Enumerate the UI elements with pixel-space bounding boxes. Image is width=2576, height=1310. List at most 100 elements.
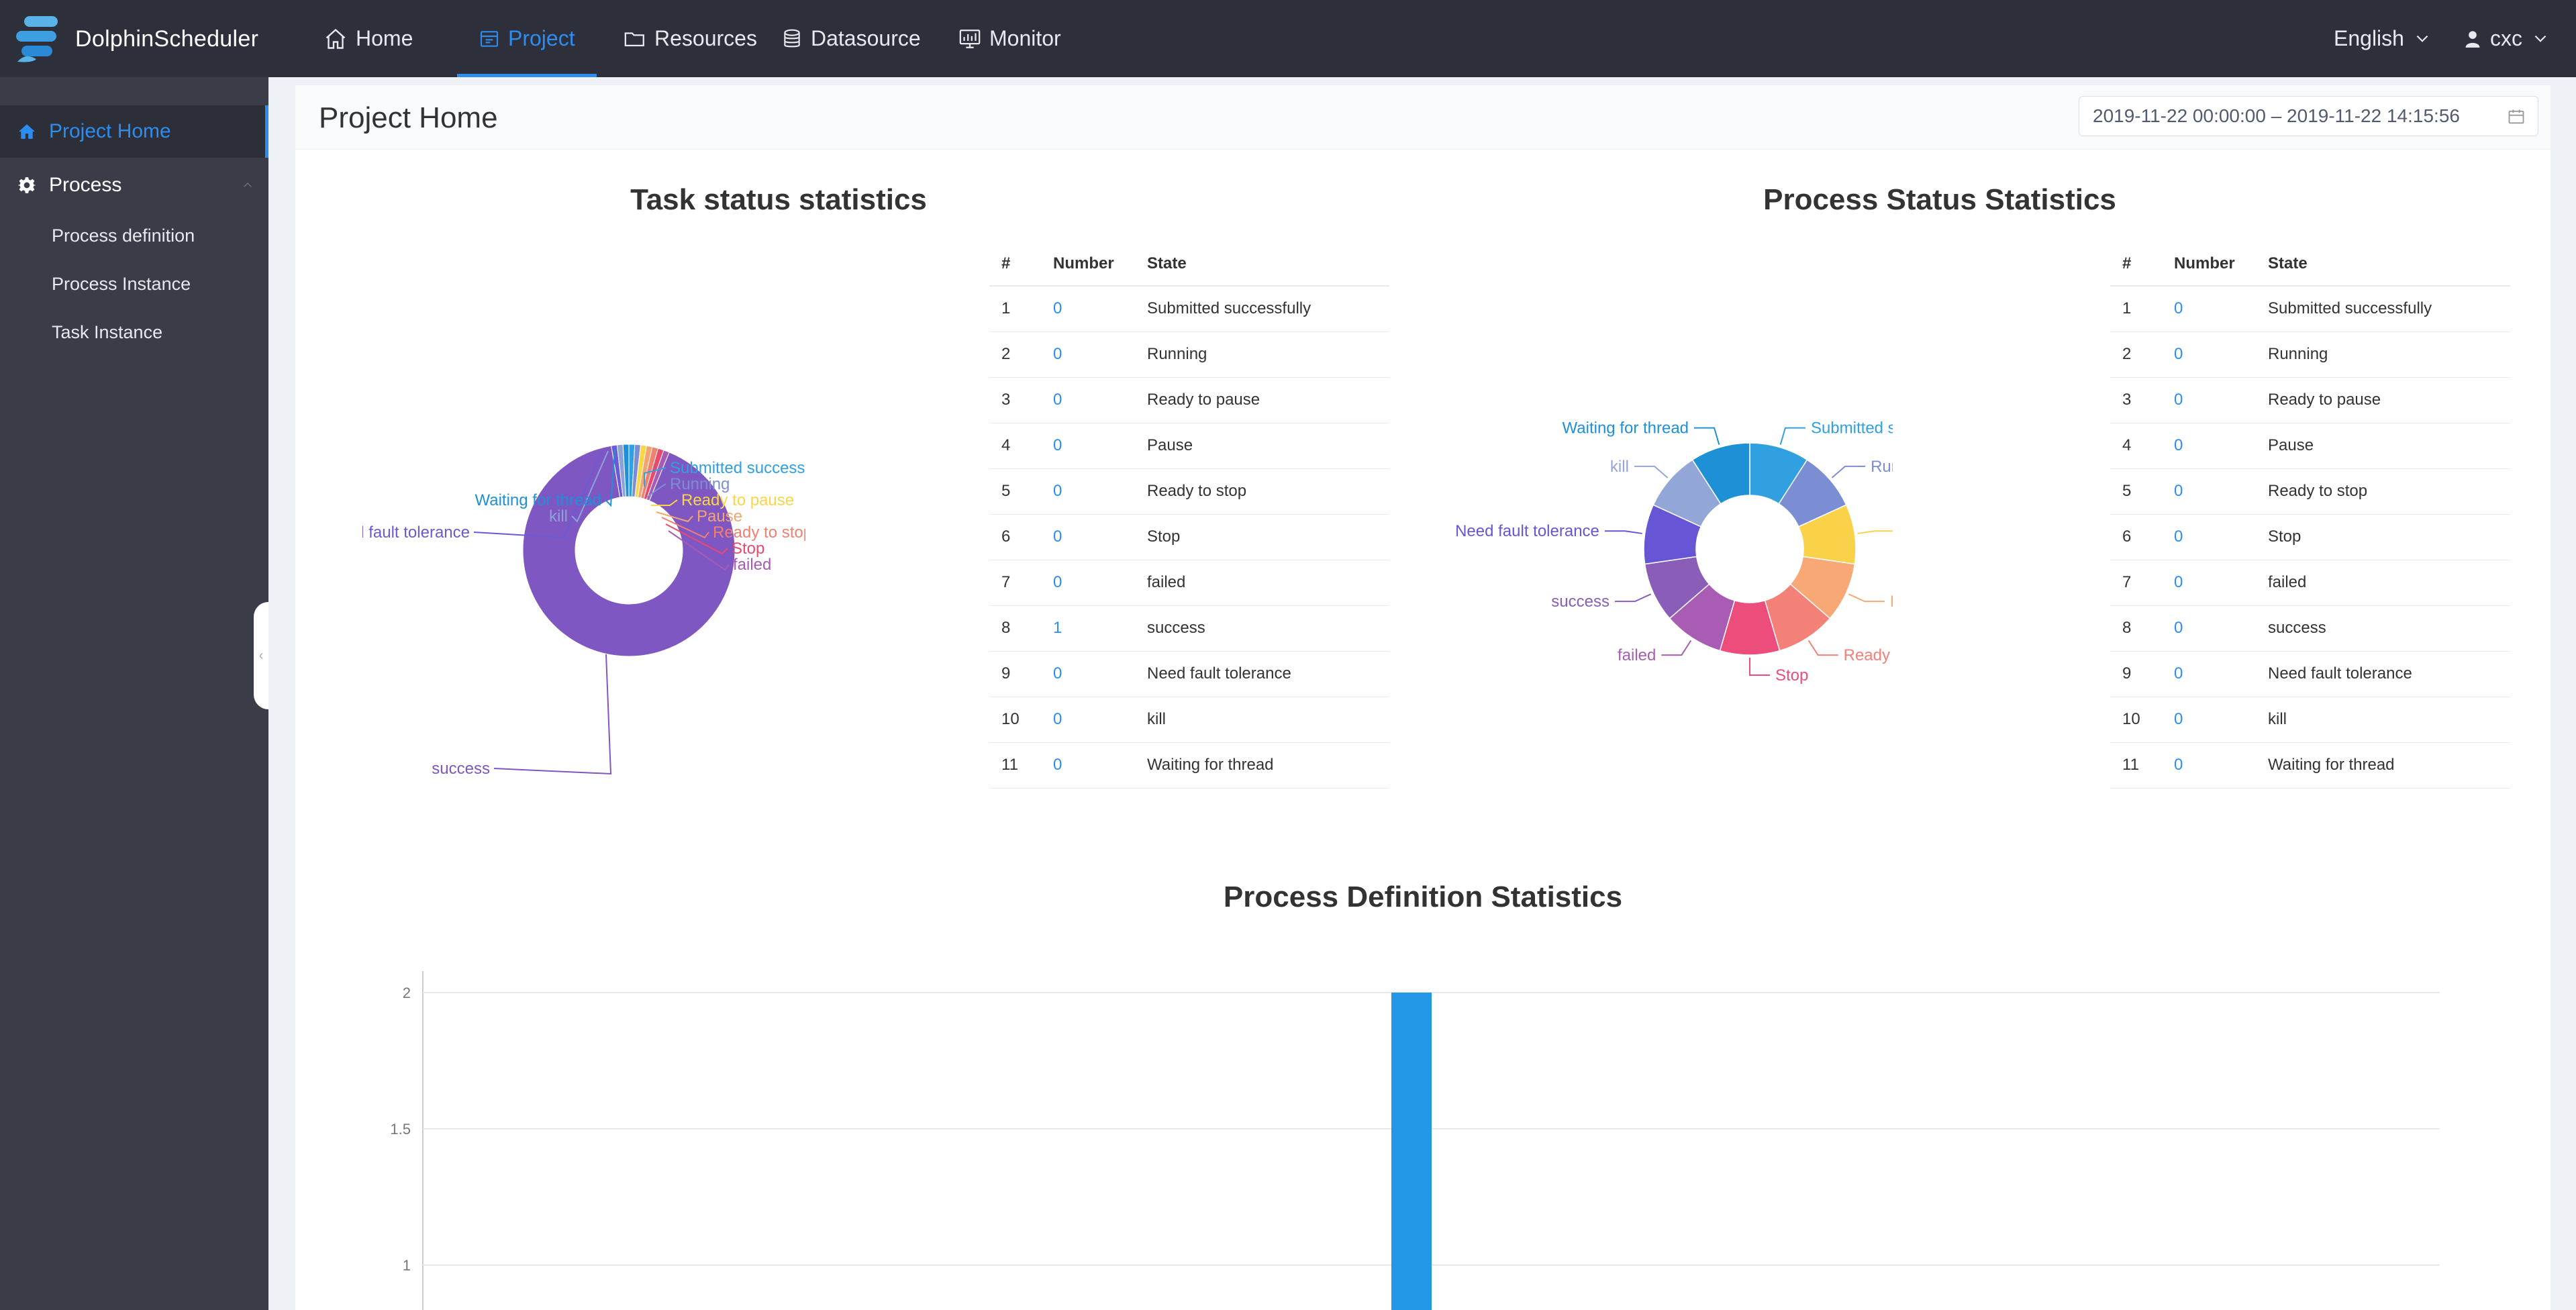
home-icon	[17, 121, 37, 142]
row-index: 1	[989, 286, 1053, 332]
row-number-link[interactable]: 0	[1053, 560, 1147, 606]
pie-leader-running	[1831, 465, 1866, 478]
row-index: 4	[2110, 423, 2174, 469]
date-range-picker[interactable]: 2019-11-22 00:00:00 – 2019-11-22 14:15:5…	[2079, 96, 2538, 136]
row-state: Ready to stop	[2268, 468, 2510, 515]
user-name: cxc	[2490, 26, 2522, 50]
nav-datasource[interactable]: Datasource	[781, 0, 921, 77]
row-index: 9	[989, 651, 1053, 697]
row-number-link[interactable]: 0	[1053, 286, 1147, 332]
sidebar-item-process-definition[interactable]: Process definition	[0, 211, 268, 260]
row-number-link[interactable]: 0	[2174, 468, 2268, 515]
row-index: 8	[989, 605, 1053, 652]
row-state: Waiting for thread	[1147, 742, 1389, 789]
row-number-link[interactable]: 0	[1053, 377, 1147, 423]
dolphin-logo-icon	[16, 16, 58, 62]
logo[interactable]: DolphinScheduler	[12, 12, 258, 66]
pie-label-failed: failed	[1618, 646, 1656, 664]
monitor-icon	[959, 29, 981, 48]
col-number: Number	[1053, 242, 1147, 287]
sidebar-collapse-handle[interactable]: ‹	[254, 602, 268, 709]
pie-leader-stop	[665, 523, 728, 555]
row-number-link[interactable]: 0	[2174, 697, 2268, 743]
row-index: 6	[2110, 514, 2174, 560]
sidebar-item-label: Process	[49, 174, 122, 196]
nav-project-label: Project	[508, 26, 575, 50]
nav-home[interactable]: Home	[324, 0, 413, 77]
table-row: 9 0 Need fault tolerance	[2110, 651, 2510, 697]
row-number-link[interactable]: 0	[2174, 377, 2268, 423]
row-number-link[interactable]: 0	[2174, 742, 2268, 789]
nav-resources[interactable]: Resources	[624, 0, 757, 77]
sidebar-item-process-instance[interactable]: Process Instance	[0, 260, 268, 308]
pie-label-need-fault-tolerance: Need fault tolerance	[362, 523, 470, 542]
row-number-link[interactable]: 0	[2174, 651, 2268, 697]
row-index: 11	[2110, 742, 2174, 789]
col-state: State	[2268, 242, 2510, 287]
pie-slice-waiting-for-thread[interactable]	[1691, 442, 1750, 505]
pie-leader-stop	[1749, 658, 1770, 676]
row-number-link[interactable]: 0	[1053, 423, 1147, 469]
chevron-up-icon	[244, 182, 252, 187]
nav-monitor[interactable]: Monitor	[958, 0, 1061, 77]
pie-leader-pause	[1848, 593, 1885, 603]
row-number-link[interactable]: 0	[2174, 560, 2268, 606]
row-number-link[interactable]: 0	[1053, 514, 1147, 560]
pie-slice-success[interactable]	[522, 445, 736, 657]
table-row: 1 0 Submitted successfully	[989, 286, 1389, 332]
table-row: 10 0 kill	[2110, 697, 2510, 743]
pie-leader-waiting-for-thread	[1694, 427, 1720, 445]
process-status-title: Process Status Statistics	[1763, 183, 2116, 216]
process-status-rows: 1 0 Submitted successfully 2 0 Running 3 0 Ready…	[2110, 286, 2510, 789]
row-index: 9	[2110, 651, 2174, 697]
table-row: 3 0 Ready to pause	[989, 377, 1389, 423]
pie-label-need-fault-tolerance: Need fault tolerance	[1455, 522, 1599, 540]
y-tick-label: 1.5	[390, 1121, 411, 1138]
pie-leader-kill	[571, 450, 609, 523]
table-row: 5 0 Ready to stop	[2110, 468, 2510, 515]
row-number-link[interactable]: 0	[2174, 514, 2268, 560]
sidebar-item-task-instance[interactable]: Task Instance	[0, 308, 268, 356]
page-header: Project Home 2019-11-22 00:00:00 – 2019-…	[295, 85, 2550, 150]
table-row: 2 0 Running	[2110, 332, 2510, 378]
row-number-link[interactable]: 0	[2174, 286, 2268, 332]
pie-leader-ready-to-pause	[1857, 530, 1893, 534]
date-range-value: 2019-11-22 00:00:00 – 2019-11-22 14:15:5…	[2093, 105, 2460, 126]
row-number-link[interactable]: 1	[1053, 605, 1147, 652]
table-row: 1 0 Submitted successfully	[2110, 286, 2510, 332]
table-row: 7 0 failed	[989, 560, 1389, 606]
row-number-link[interactable]: 0	[1053, 468, 1147, 515]
pie-leader-success	[493, 654, 612, 775]
row-state: kill	[1147, 697, 1389, 743]
row-number-link[interactable]: 0	[1053, 697, 1147, 743]
pie-slice-waiting-for-thread[interactable]	[622, 444, 630, 497]
nav-project[interactable]: Project	[457, 0, 597, 77]
pie-label-pause: Pause	[697, 507, 742, 525]
col-index: #	[989, 242, 1053, 287]
row-state: Ready to stop	[1147, 468, 1389, 515]
user-menu[interactable]: cxc	[2463, 0, 2549, 77]
language-selector[interactable]: English	[2334, 0, 2431, 77]
pie-leader-pause	[656, 511, 693, 523]
user-icon	[2465, 30, 2480, 48]
chevron-left-icon: ‹	[258, 648, 264, 663]
pie-leader-failed	[668, 530, 730, 571]
process-status-pie-chart: Submitted successfullyRunningReady to pa…	[1455, 419, 1893, 685]
row-number-link[interactable]: 0	[2174, 605, 2268, 652]
sidebar-item-project-home[interactable]: Project Home	[0, 105, 268, 158]
row-index: 2	[989, 332, 1053, 378]
row-index: 5	[2110, 468, 2174, 515]
pie-leader-ready-to-stop	[661, 517, 709, 539]
home-icon	[326, 28, 346, 49]
sidebar-item-process[interactable]: Process	[0, 159, 268, 211]
calendar-icon	[2508, 109, 2524, 124]
nav-monitor-label: Monitor	[989, 26, 1061, 50]
bar-mark[interactable]	[1391, 993, 1432, 1310]
table-row: 3 0 Ready to pause	[2110, 377, 2510, 423]
row-number-link[interactable]: 0	[2174, 332, 2268, 378]
row-number-link[interactable]: 0	[2174, 423, 2268, 469]
pie-label-running: Running	[670, 475, 730, 493]
row-number-link[interactable]: 0	[1053, 332, 1147, 378]
row-number-link[interactable]: 0	[1053, 651, 1147, 697]
row-number-link[interactable]: 0	[1053, 742, 1147, 789]
